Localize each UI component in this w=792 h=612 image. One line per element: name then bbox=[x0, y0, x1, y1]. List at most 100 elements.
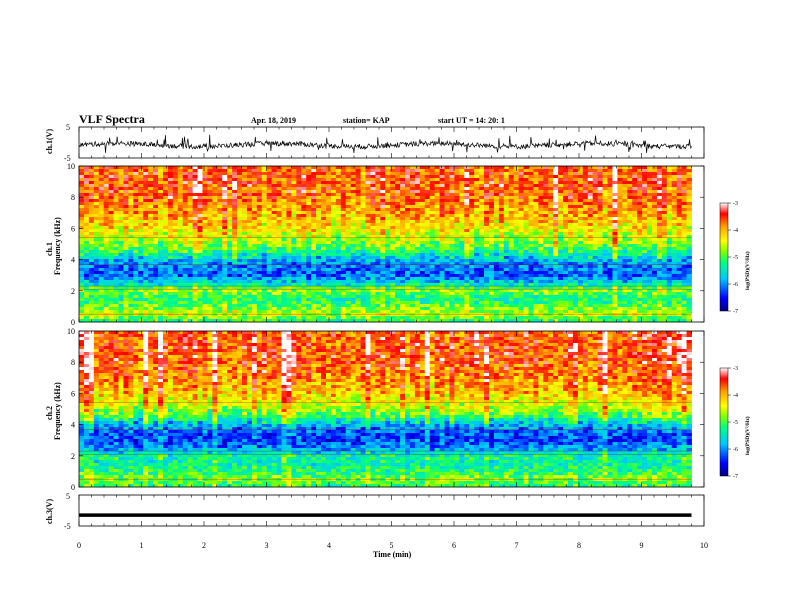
spectrogram-cell bbox=[651, 268, 658, 272]
spectrogram-cell bbox=[330, 232, 337, 236]
spectrogram-cell bbox=[405, 253, 411, 257]
spectrogram-cell bbox=[508, 169, 515, 173]
spectrogram-cell bbox=[612, 181, 618, 185]
spectrogram-cell bbox=[103, 181, 110, 185]
spectrogram-cell bbox=[523, 271, 529, 275]
spectrogram-cell bbox=[167, 211, 174, 215]
spectrogram-cell bbox=[98, 190, 105, 194]
spectrogram-cell bbox=[197, 244, 203, 248]
spectrogram-cell bbox=[202, 202, 208, 206]
spectrogram-cell bbox=[291, 208, 297, 212]
spectrogram-cell bbox=[128, 241, 134, 245]
spectrogram-cell bbox=[617, 226, 623, 230]
spectrogram-cell bbox=[325, 217, 332, 221]
spectrogram-cell bbox=[167, 205, 174, 209]
spectrogram-cell bbox=[187, 259, 194, 263]
spectrogram-cell bbox=[281, 223, 287, 227]
spectrogram-cell bbox=[118, 229, 124, 233]
spectrogram-cell bbox=[350, 214, 357, 218]
spectrogram-cell bbox=[439, 241, 445, 245]
spectrogram-cell bbox=[523, 199, 529, 203]
spectrogram-cell bbox=[661, 217, 668, 221]
spectrogram-cell bbox=[187, 220, 194, 224]
spectrogram-cell bbox=[340, 199, 347, 203]
spectrogram-cell bbox=[355, 256, 361, 260]
spectrogram-cell bbox=[395, 217, 401, 221]
spectrogram-cell bbox=[454, 211, 460, 215]
spectrogram-cell bbox=[538, 256, 544, 260]
spectrogram-cell bbox=[464, 190, 470, 194]
spectrogram-cell bbox=[138, 250, 144, 254]
spectrogram-cell bbox=[113, 277, 119, 281]
spectrogram-cell bbox=[143, 208, 149, 212]
spectrogram-cell bbox=[360, 166, 366, 170]
spectrogram-cell bbox=[345, 280, 352, 284]
spectrogram-cell bbox=[464, 181, 470, 185]
spectrogram-cell bbox=[266, 232, 273, 236]
spectrogram-cell bbox=[256, 238, 263, 242]
spectrogram-cell bbox=[88, 199, 95, 203]
spectrogram-cell bbox=[464, 217, 470, 221]
spectrogram-cell bbox=[656, 256, 663, 260]
spectrogram-cell bbox=[158, 241, 164, 245]
spectrogram-cell bbox=[207, 181, 213, 185]
spectrogram-cell bbox=[375, 226, 381, 230]
spectrogram-cell bbox=[518, 205, 524, 209]
spectrogram-cell bbox=[548, 214, 554, 218]
spectrogram-cell bbox=[390, 235, 396, 239]
spectrogram-cell bbox=[582, 175, 589, 179]
spectrogram-cell bbox=[98, 247, 105, 251]
spectrogram-cell bbox=[306, 238, 312, 242]
spectrogram-cell bbox=[627, 178, 633, 182]
spectrogram-cell bbox=[647, 166, 653, 170]
spectrogram-cell bbox=[543, 271, 549, 275]
spectrogram-cell bbox=[158, 205, 164, 209]
spectrogram-cell bbox=[612, 175, 618, 179]
spectrogram-cell bbox=[558, 175, 564, 179]
spectrogram-cell bbox=[405, 271, 411, 275]
spectrogram-cell bbox=[167, 202, 174, 206]
spectrogram-cell bbox=[429, 208, 436, 212]
spectrogram-cell bbox=[439, 229, 445, 233]
spectrogram-cell bbox=[592, 223, 599, 227]
spectrogram-cell bbox=[479, 271, 485, 275]
spectrogram-cell bbox=[222, 244, 228, 248]
spectrogram-cell bbox=[192, 268, 198, 272]
spectrogram-cell bbox=[647, 190, 653, 194]
spectrogram-cell bbox=[340, 172, 347, 176]
spectrogram-cell bbox=[177, 193, 184, 197]
spectrogram-cell bbox=[548, 217, 554, 221]
spectrogram-cell bbox=[632, 274, 638, 278]
spectrogram-cell bbox=[484, 238, 490, 242]
spectrogram-cell bbox=[424, 244, 431, 248]
spectrogram-cell bbox=[197, 250, 203, 254]
spectrogram-cell bbox=[108, 190, 114, 194]
spectrogram-cell bbox=[390, 208, 396, 212]
spectrogram-cell bbox=[182, 262, 189, 266]
spectrogram-cell bbox=[671, 202, 678, 206]
spectrogram-cell bbox=[128, 277, 134, 281]
spectrogram-cell bbox=[232, 181, 238, 185]
spectrogram-cell bbox=[365, 274, 371, 278]
spectrogram-cell bbox=[148, 196, 154, 200]
spectrogram-cell bbox=[637, 193, 643, 197]
spectrogram-cell bbox=[212, 196, 218, 200]
spectrogram-cell bbox=[686, 238, 692, 242]
spectrogram-cell bbox=[98, 256, 105, 260]
spectrogram-cell bbox=[380, 196, 386, 200]
spectrogram-cell bbox=[207, 259, 213, 263]
spectrogram-cell bbox=[656, 277, 663, 281]
spectrogram-cell bbox=[533, 193, 539, 197]
spectrogram-cell bbox=[405, 241, 411, 245]
spectrogram-cell bbox=[627, 256, 633, 260]
spectrogram-cell bbox=[637, 181, 643, 185]
spectrogram-cell bbox=[202, 196, 208, 200]
spectrogram-cell bbox=[118, 277, 124, 281]
spectrogram-cell bbox=[113, 196, 119, 200]
spectrogram-cell bbox=[558, 262, 564, 266]
spectrogram-cell bbox=[582, 169, 589, 173]
spectrogram-cell bbox=[251, 229, 258, 233]
spectrogram-cell bbox=[316, 262, 322, 266]
spectrogram-cell bbox=[533, 274, 539, 278]
spectrogram-cell bbox=[118, 202, 124, 206]
